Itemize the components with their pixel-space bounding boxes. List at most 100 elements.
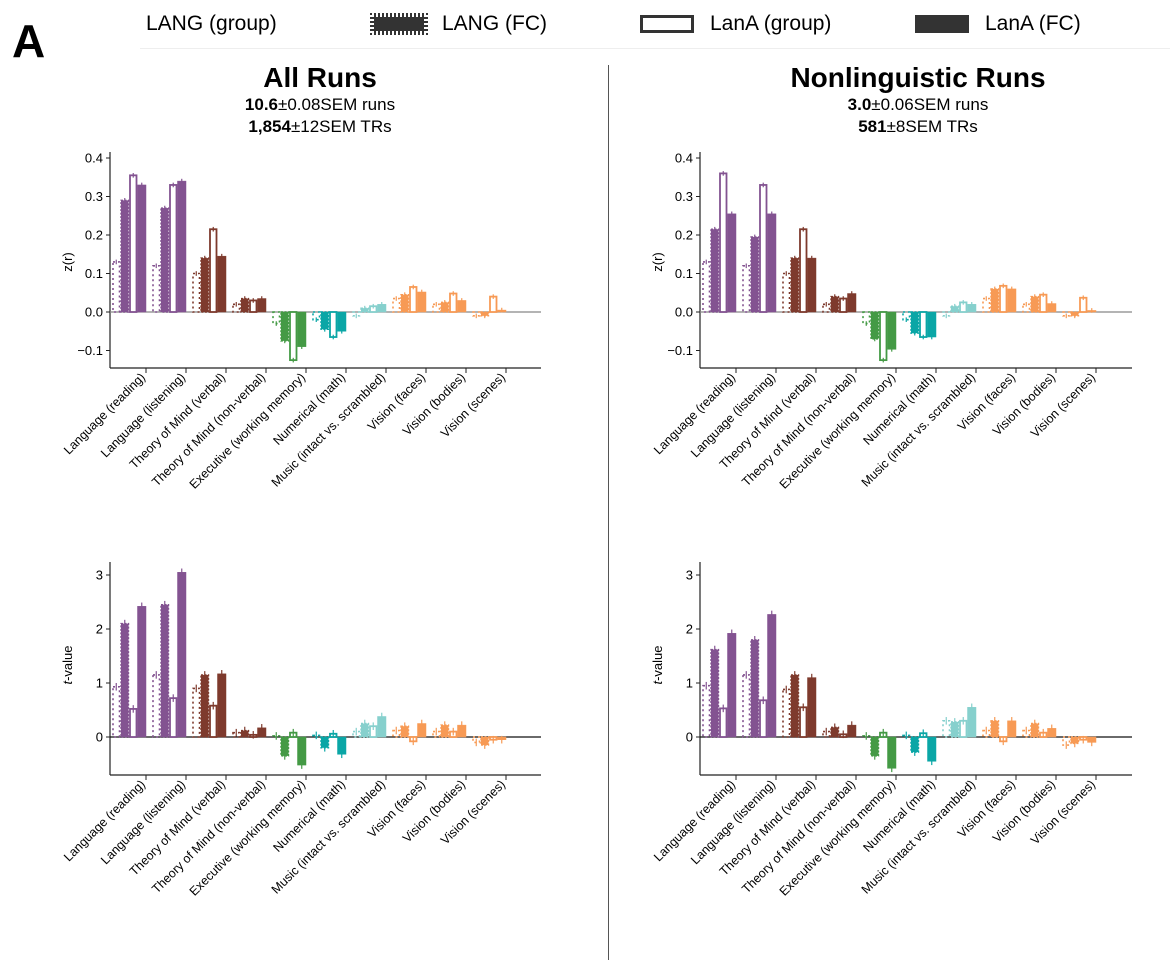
bar-lang-group [192,272,201,313]
bar-lana-fc [217,673,227,738]
bar-lana-fc [177,180,187,313]
y-tick-label: 0 [96,730,103,745]
y-tick-label: 0.2 [85,228,103,243]
y-tick-label: 1 [96,676,103,691]
trs-unit: ±8SEM TRs [886,117,978,136]
trs-unit: ±12SEM TRs [290,117,392,136]
y-tick-label: 3 [686,568,693,583]
bar-lang-group [112,685,121,738]
y-tick-label: 0.0 [85,305,103,320]
y-axis-label: t-value [650,645,665,684]
bar-lang-fc [870,311,880,340]
bar-lana-group [759,699,768,738]
bar-lana-fc [217,255,227,313]
y-tick-label: 0.3 [675,189,693,204]
bar-lang-group [742,264,751,313]
x-tick-label: Numerical (math) [270,370,348,448]
bar-lana-fc [177,572,187,738]
legend-label: LANG (group) [146,12,277,35]
bar-lana-group [999,284,1008,313]
bar-lana-fc [137,184,147,313]
bar-lang-group [902,311,911,321]
bar-lana-group [799,706,808,738]
bar-lang-fc [160,207,170,313]
y-axis-label: t-value [60,645,75,684]
bar-lang-group [782,688,791,738]
y-tick-label: 0.4 [675,151,693,166]
panel-letter: A [12,15,46,67]
bar-lana-group [919,311,928,338]
bar-lang-fc [320,311,330,331]
bar-lang-group [982,729,991,738]
bar-lana-group [1039,293,1048,313]
trs-stat: 581±8SEM TRs [638,116,1171,138]
legend: LANG (group) LANG (FC) LanA (group) LanA… [140,4,1170,49]
x-tick-label: Numerical (math) [270,777,348,855]
bar-lana-group [449,292,458,313]
bar-lang-fc [280,311,290,342]
bar-lana-fc [967,707,977,738]
bar-lana-group [129,174,138,313]
y-tick-label: 0.4 [85,151,103,166]
bar-lana-group [759,184,768,313]
y-tick-label: 1 [686,676,693,691]
bar-lana-fc [337,311,347,332]
bar-lana-fc [887,311,897,350]
outline-swatch-icon [640,15,694,33]
bar-lang-fc [120,622,130,738]
y-tick-label: −0.1 [77,343,103,358]
bar-lang-group [352,730,361,738]
bar-lang-fc [990,288,1000,313]
y-tick-label: 0.2 [675,228,693,243]
column-title: All Runs [263,62,377,93]
bar-lang-group [112,261,121,313]
bar-lana-group [289,311,298,362]
column-header-all-runs: All Runs 10.6±0.08SEM runs 1,854±12SEM T… [40,62,600,138]
bar-lana-group [719,172,728,313]
bar-lang-fc [910,311,920,334]
legend-item-lana-group: LanA (group) [640,12,831,36]
filled-swatch-icon [915,15,969,33]
bar-lana-fc [727,633,737,738]
bar-lang-group [822,303,831,313]
bar-lang-group [702,684,711,738]
bar-lang-fc [710,228,720,313]
bar-lana-fc [807,677,817,738]
column-header-nonlinguistic-runs: Nonlinguistic Runs 3.0±0.06SEM runs 581±… [638,62,1171,138]
runs-value: 10.6 [244,95,279,114]
bar-lang-fc [750,639,760,738]
y-tick-label: 0.3 [85,189,103,204]
bar-lang-fc [280,736,290,757]
bar-lana-group [169,697,178,738]
runs-unit: ±0.06SEM runs [871,95,989,114]
bar-lang-group [822,730,831,738]
bar-lana-fc [417,291,427,313]
y-tick-label: −0.1 [667,343,693,358]
bar-lana-fc [137,606,147,738]
bar-lana-fc [807,257,817,313]
bar-lang-fc [790,257,800,313]
x-tick-label: Numerical (math) [860,777,938,855]
bar-lana-group [209,228,218,313]
bar-lang-group [432,303,441,313]
x-tick-label: Numerical (math) [860,370,938,448]
legend-label: LANG (FC) [442,12,547,35]
bar-lang-fc [400,293,410,313]
bar-lang-group [782,272,791,313]
y-tick-label: 0.1 [85,266,103,281]
legend-item-lang-fc: LANG (FC) [370,12,547,36]
y-tick-label: 2 [96,622,103,637]
y-tick-label: 3 [96,568,103,583]
bar-lana-group [169,184,178,313]
bar-lang-group [1022,729,1031,738]
y-axis-label: z(r) [650,252,665,272]
bar-lang-group [232,303,241,313]
bar-lana-group [209,704,218,738]
bar-lang-group [312,311,321,321]
y-tick-label: 0 [686,730,693,745]
column-divider [608,65,609,960]
bar-lang-group [942,719,951,738]
bar-lana-group [129,708,138,738]
runs-stat: 3.0±0.06SEM runs [638,94,1171,116]
